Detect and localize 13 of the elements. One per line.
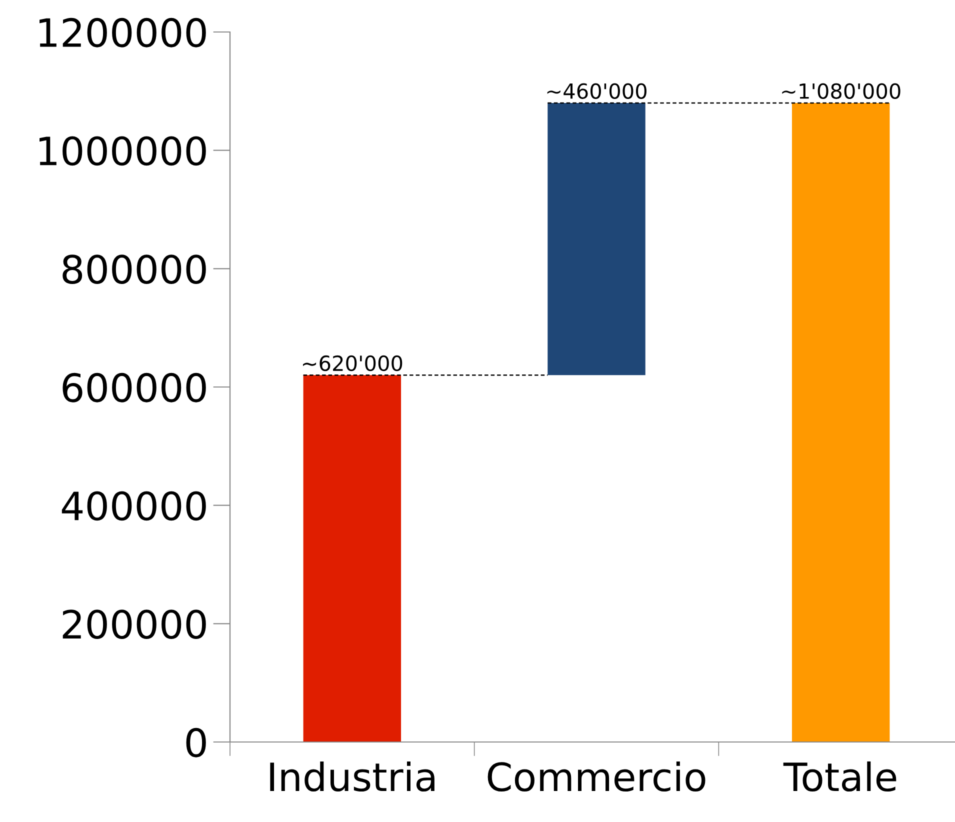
x-tick-label: Totale	[783, 761, 896, 792]
y-tick-label: 400000	[62, 491, 206, 521]
y-tick-label: 1000000	[40, 136, 206, 166]
x-tick-label: Commercio	[488, 761, 706, 792]
data-label: ~460'000	[547, 83, 646, 99]
data-label: ~1'080'000	[782, 83, 900, 99]
y-tick-label: 600000	[62, 372, 206, 402]
x-tick-label: Industria	[270, 761, 434, 792]
y-tick-label: 800000	[62, 254, 206, 284]
data-label: ~620'000	[303, 355, 402, 372]
y-tick-label: 200000	[62, 610, 206, 639]
y-tick-label: 0	[186, 728, 206, 758]
y-tick-label: 1200000	[40, 18, 206, 48]
